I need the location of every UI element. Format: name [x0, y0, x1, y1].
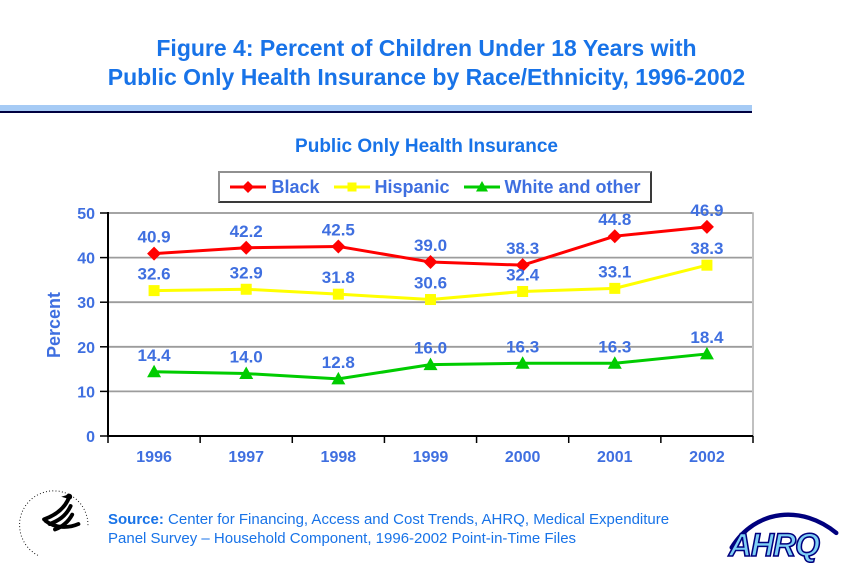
legend-item-black: Black [229, 176, 320, 198]
data-point-hispanic [701, 259, 713, 271]
legend-item-white-and-other: White and other [463, 177, 641, 198]
series-black [147, 219, 714, 273]
ahrq-logo: AHRQ [727, 512, 839, 563]
data-label: 39.0 [414, 236, 447, 255]
hhs-eagle-logo: ································· ·······… [17, 488, 90, 558]
data-label: 14.4 [138, 346, 172, 365]
data-point-white-and-other [331, 371, 346, 385]
y-axis-labels: 0 10 20 30 40 50 [77, 206, 95, 446]
data-label: 38.3 [506, 239, 539, 258]
chart-title: Public Only Health Insurance [295, 136, 558, 157]
axes [107, 212, 753, 437]
ahrq-swoosh [729, 512, 839, 550]
source-note: Source: Center for Financing, Access and… [108, 510, 669, 548]
data-label: 42.2 [230, 222, 263, 241]
legend-label-black: Black [271, 176, 320, 197]
data-point-black [607, 229, 622, 244]
x-tick-label: 1996 [136, 449, 172, 466]
data-point-white-and-other [699, 346, 714, 360]
data-label: 16.3 [598, 337, 631, 356]
data-point-hispanic [517, 285, 529, 297]
black-series-marker-icon [230, 181, 267, 193]
data-label: 30.6 [414, 274, 447, 293]
legend-label-hispanic: Hispanic [374, 176, 450, 197]
data-label: 12.8 [322, 353, 355, 372]
y-tick-label: 30 [77, 295, 95, 312]
series-hispanic [148, 259, 713, 306]
data-label: 40.9 [138, 228, 171, 247]
data-label: 32.4 [506, 265, 540, 284]
chart-legend: Black Hispanic White and other [218, 171, 652, 203]
data-label: 46.9 [690, 201, 723, 220]
hispanic-series-marker-icon [333, 182, 370, 192]
data-label: 32.6 [138, 265, 171, 284]
data-point-black [699, 219, 714, 234]
data-labels-hispanic: 32.6 32.9 31.8 30.6 32.4 33.1 38.3 [138, 239, 724, 292]
data-point-hispanic [332, 288, 344, 300]
ahrq-logo-text: AHRQ [728, 527, 820, 563]
x-tick-label: 1998 [321, 449, 357, 466]
x-axis-labels: 1996 1997 1998 1999 2000 2001 2002 [136, 449, 725, 466]
y-tick-label: 50 [77, 206, 95, 223]
data-point-black [515, 258, 530, 273]
source-line2: Panel Survey – Household Component, 1996… [108, 530, 577, 547]
y-tick-label: 10 [77, 384, 95, 401]
data-labels-black: 40.9 42.2 42.5 39.0 38.3 44.8 46.9 [138, 201, 724, 258]
data-point-white-and-other [423, 357, 438, 371]
legend-marker [242, 181, 255, 193]
y-tick-label: 20 [77, 340, 95, 357]
legend-marker [347, 182, 356, 192]
data-point-white-and-other [515, 356, 530, 369]
figure-title-line2: Public Only Health Insurance by Race/Eth… [107, 64, 746, 90]
data-point-hispanic [425, 294, 436, 306]
axis-ticks [100, 212, 754, 443]
white-and-other-series-marker-icon [463, 181, 500, 192]
data-point-hispanic [609, 282, 621, 294]
data-label: 31.8 [322, 268, 355, 287]
x-tick-label: 2002 [689, 449, 725, 466]
series-white-and-other [147, 346, 714, 385]
data-label: 32.9 [230, 263, 263, 282]
data-point-black [423, 255, 438, 270]
legend-label-white-and-other: White and other [504, 176, 641, 197]
x-tick-label: 2000 [505, 449, 541, 466]
data-point-hispanic [148, 285, 160, 297]
data-point-white-and-other [607, 356, 622, 369]
data-point-white-and-other [147, 364, 162, 378]
data-point-black [147, 246, 162, 261]
x-tick-label: 1997 [228, 449, 264, 466]
data-label: 38.3 [690, 239, 723, 258]
data-point-hispanic [240, 283, 252, 295]
data-label: 14.0 [230, 348, 263, 367]
source-line1: Source: Center for Financing, Access and… [108, 511, 670, 528]
title-divider [0, 105, 752, 113]
data-label: 33.1 [598, 262, 631, 281]
source-label: Source: [108, 511, 164, 528]
data-labels-white-and-other: 14.4 14.0 12.8 16.0 16.3 16.3 18.4 [138, 328, 724, 372]
data-label: 18.4 [690, 328, 724, 347]
data-point-black [239, 240, 254, 255]
y-tick-label: 40 [77, 251, 95, 268]
x-tick-label: 2001 [597, 449, 633, 466]
data-label: 16.0 [414, 339, 447, 358]
data-label: 44.8 [598, 210, 631, 229]
legend-marker [475, 181, 488, 192]
y-axis-title: Percent [44, 292, 64, 358]
y-tick-label: 0 [86, 429, 95, 446]
data-point-white-and-other [239, 366, 254, 380]
data-label: 16.3 [506, 337, 539, 356]
data-point-black [331, 239, 346, 254]
figure-title-line1: Figure 4: Percent of Children Under 18 Y… [156, 35, 697, 61]
data-label: 42.5 [322, 220, 355, 239]
figure-title: Figure 4: Percent of Children Under 18 Y… [0, 34, 853, 92]
x-tick-label: 1999 [413, 449, 449, 466]
legend-item-hispanic: Hispanic [333, 177, 450, 198]
